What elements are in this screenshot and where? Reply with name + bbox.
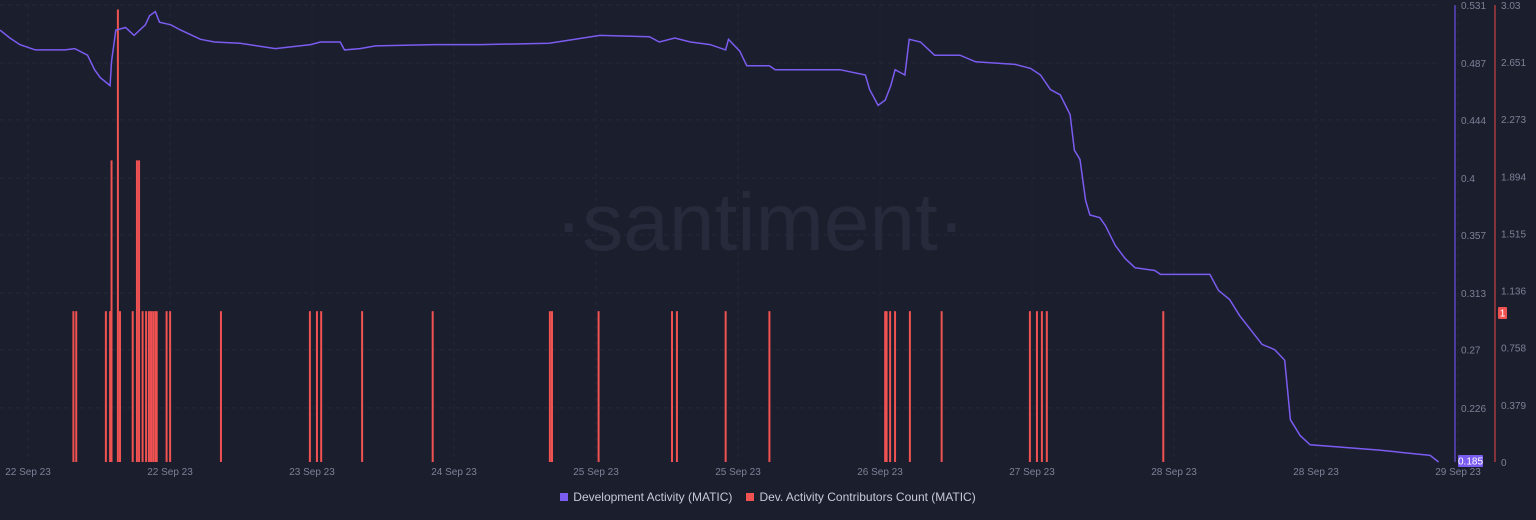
x-axis-tick-label: 28 Sep 23 [1151,467,1197,478]
contributors-bar [885,311,888,462]
right-axis-tick-label: 2.651 [1501,58,1526,69]
contributors-bar [1040,311,1043,462]
contributors-bar [131,311,134,462]
x-axis-tick-label: 29 Sep 23 [1435,467,1481,478]
x-axis-tick-label: 24 Sep 23 [431,467,477,478]
x-axis-tick-label: 25 Sep 23 [715,467,761,478]
contributors-bar [431,311,434,462]
x-axis-tick-label: 26 Sep 23 [857,467,903,478]
legend: Development Activity (MATIC) Dev. Activi… [0,490,1536,504]
contributors-bar [104,311,107,462]
watermark: ·santiment· [555,177,965,268]
contributors-bar [894,311,897,462]
contributors-bar [165,311,168,462]
left-axis-tick-label: 0.444 [1461,116,1486,127]
left-current-value-badge: 0.185 [1458,455,1483,468]
x-axis-tick-label: 25 Sep 23 [573,467,619,478]
contributors-bar [551,311,553,462]
left-axis-tick-label: 0.4 [1461,174,1475,185]
contributors-bar [135,160,138,462]
contributors-bar [908,311,911,462]
left-axis-tick-label: 0.487 [1461,59,1486,70]
contributors-bar [315,311,318,462]
contributors-bar [889,311,892,462]
left-axis-tick-label: 0.357 [1461,231,1486,242]
right-axis-tick-label: 1.894 [1501,172,1526,183]
svg-text:1: 1 [1500,309,1506,320]
contributors-bar [169,311,172,462]
x-axis-tick-label: 22 Sep 23 [5,467,51,478]
contributors-bar [75,311,78,462]
left-axis-tick-label: 0.226 [1461,404,1486,415]
contributors-bar [548,311,551,462]
contributors-bar [940,311,943,462]
right-axis-tick-label: 3.03 [1501,1,1521,12]
contributors-bar [361,311,364,462]
legend-item-development-activity[interactable]: Development Activity (MATIC) [560,490,732,504]
contributors-bars [72,9,1165,463]
contributors-bar [72,311,75,462]
x-axis-tick-label: 23 Sep 23 [289,467,335,478]
x-axis-tick-label: 22 Sep 23 [147,467,193,478]
legend-swatch [746,493,755,501]
right-axis-ticks: 3.03 2.651 2.273 1.894 1.515 1.136 0.758 0.379 0 [1501,1,1526,469]
right-axis-tick-label: 1.515 [1501,230,1526,241]
contributors-bar [116,9,119,463]
legend-label: Development Activity (MATIC) [573,490,733,504]
x-axis-tick-label: 28 Sep 23 [1293,467,1339,478]
contributors-bar [150,311,153,462]
contributors-bar [110,160,113,462]
svg-text:0.185: 0.185 [1458,457,1483,468]
right-axis-tick-label: 2.273 [1501,115,1526,126]
contributors-bar [155,311,158,462]
right-current-value-badge: 1 [1498,307,1507,320]
x-axis-ticks: 22 Sep 23 22 Sep 23 23 Sep 23 24 Sep 23 25 S… [5,467,1481,478]
contributors-bar [219,311,222,462]
contributors-bar [1162,311,1165,462]
contributors-bar [724,311,727,462]
right-axis-tick-label: 0 [1501,458,1507,469]
left-axis-tick-label: 0.531 [1461,1,1486,12]
contributors-bar [768,311,771,462]
x-axis-tick-label: 27 Sep 23 [1009,467,1055,478]
left-axis-ticks: 0.531 0.487 0.444 0.4 0.357 0.313 0.27 0.226 [1461,1,1486,415]
contributors-bar [152,311,155,462]
legend-item-contributors-count[interactable]: Dev. Activity Contributors Count (MATIC) [746,490,976,504]
development-activity-line [0,10,1440,463]
contributors-bar [138,160,141,462]
grid [0,4,1459,462]
contributors-bar [671,311,673,462]
contributors-bar [109,311,112,462]
legend-label: Dev. Activity Contributors Count (MATIC) [759,490,976,504]
contributors-bar [308,311,311,462]
contributors-bar [675,311,678,462]
left-axis-tick-label: 0.27 [1461,346,1481,357]
right-axis-tick-label: 0.379 [1501,401,1526,412]
contributors-bar [884,311,887,462]
contributors-bar [119,311,121,462]
contributors-bar [141,311,144,462]
contributors-bar [597,311,600,462]
legend-swatch [560,493,569,501]
contributors-bar [147,311,150,462]
contributors-bar [145,311,148,462]
contributors-bar [1035,311,1038,462]
contributors-bar [1028,311,1031,462]
contributors-bar [1045,311,1048,462]
left-axis-tick-label: 0.313 [1461,289,1486,300]
contributors-bar [154,311,157,462]
right-axis-tick-label: 0.758 [1501,344,1526,355]
contributors-bar [320,311,323,462]
right-axis-tick-label: 1.136 [1501,287,1526,298]
